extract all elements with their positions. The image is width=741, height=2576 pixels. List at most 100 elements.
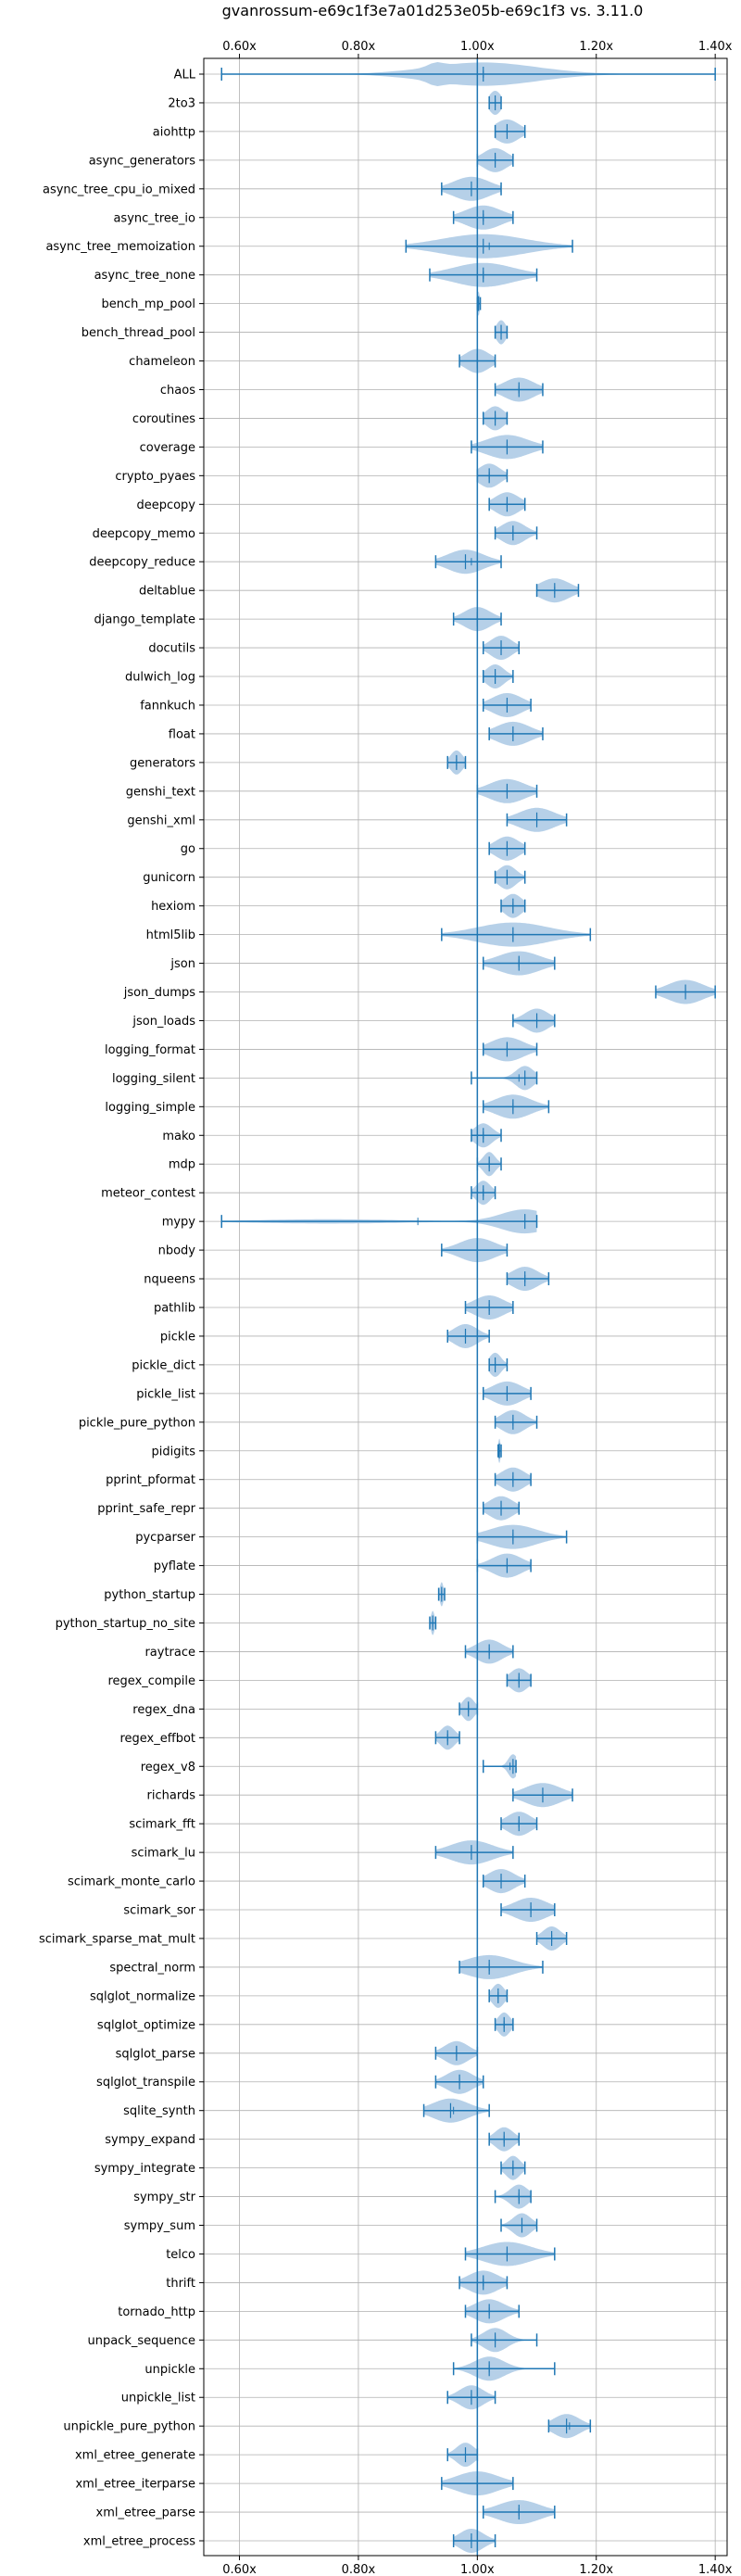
category-label: float	[169, 727, 195, 741]
violin-aiohttp	[494, 119, 526, 144]
category-label: sqlglot_parse	[116, 2047, 195, 2061]
category-label: meteor_contest	[101, 1187, 195, 1201]
category-label: scimark_monte_carlo	[68, 1875, 195, 1889]
violin-regex_compile	[506, 1668, 532, 1693]
category-label: pickle	[160, 1330, 195, 1344]
violin-logging_silent	[471, 1066, 538, 1091]
violin-unpickle_pure_python	[547, 2414, 592, 2439]
violin-sympy_integrate	[500, 2155, 526, 2180]
violin-bench_thread_pool	[494, 320, 509, 345]
violin-pyflate	[476, 1553, 532, 1578]
tick-label-bottom: 1.20x	[579, 2563, 613, 2576]
violin-pprint_safe_repr	[483, 1496, 521, 1521]
category-label: pprint_safe_repr	[97, 1502, 195, 1516]
tick-label-top: 0.80x	[342, 40, 376, 54]
violin-2to3	[488, 91, 502, 115]
category-label: regex_v8	[141, 1761, 195, 1774]
category-label: xml_etree_process	[83, 2535, 195, 2549]
category-label: telco	[166, 2248, 195, 2262]
category-label: fannkuch	[140, 699, 195, 713]
category-label: json	[170, 957, 195, 971]
violin-pathlib	[464, 1295, 514, 1320]
violin-go	[488, 836, 526, 861]
violin-sqlglot_transpile	[434, 2069, 484, 2094]
category-label: spectral_norm	[109, 1961, 195, 1975]
violin-sympy_expand	[488, 2127, 521, 2152]
category-label: scimark_fft	[129, 1818, 195, 1832]
category-label: unpickle_pure_python	[63, 2420, 195, 2434]
category-label: async_tree_io	[113, 211, 195, 225]
category-label: nqueens	[144, 1273, 195, 1287]
violin-unpack_sequence	[471, 2328, 538, 2353]
category-label: pickle_dict	[132, 1358, 195, 1372]
violins	[220, 62, 716, 2553]
category-label: aiohttp	[153, 125, 195, 139]
category-label: ALL	[174, 69, 196, 82]
category-label: html5lib	[146, 928, 195, 942]
category-label: logging_format	[105, 1043, 195, 1057]
category-label: sympy_str	[133, 2191, 195, 2204]
violin-xml_etree_process	[452, 2529, 496, 2553]
violin-pickle_pure_python	[494, 1409, 538, 1434]
violin-regex_dna	[458, 1697, 479, 1722]
violin-python_startup_no_site	[429, 1610, 437, 1635]
category-label: xml_etree_iterparse	[75, 2478, 195, 2492]
category-label: deepcopy	[136, 499, 195, 512]
category-label: deltablue	[139, 585, 195, 599]
category-label: gunicorn	[143, 871, 195, 885]
category-label: mdp	[169, 1158, 195, 1172]
violin-pickle_dict	[488, 1352, 509, 1377]
category-label: unpack_sequence	[87, 2334, 195, 2348]
category-label: bench_thread_pool	[82, 326, 195, 340]
category-label: dulwich_log	[125, 671, 195, 685]
category-label: logging_silent	[112, 1072, 195, 1086]
violin-scimark_sparse_mat_mult	[535, 1926, 568, 1951]
violin-sympy_str	[494, 2184, 532, 2209]
category-label: genshi_xml	[127, 814, 195, 827]
category-label: xml_etree_generate	[75, 2449, 195, 2463]
category-label: nbody	[158, 1244, 196, 1258]
violin-coverage	[471, 435, 544, 460]
category-label: sympy_sum	[124, 2219, 195, 2233]
category-label: unpickle_list	[121, 2392, 195, 2406]
category-label: scimark_sor	[123, 1904, 195, 1918]
category-label: sqlglot_transpile	[96, 2076, 195, 2090]
violin-telco	[464, 2241, 556, 2267]
violin-json	[483, 951, 556, 976]
category-label: hexiom	[151, 900, 195, 914]
tick-label-bottom: 1.00x	[460, 2563, 495, 2576]
tick-label-top: 1.40x	[698, 40, 733, 54]
violin-json_loads	[512, 1008, 556, 1033]
violin-python_startup	[437, 1582, 446, 1607]
violin-scimark_lu	[434, 1840, 514, 1865]
violin-pidigits	[497, 1438, 502, 1463]
category-label: pathlib	[154, 1302, 195, 1316]
violin-deepcopy_reduce	[434, 549, 502, 575]
violin-scimark_monte_carlo	[483, 1869, 526, 1894]
chart-title: gvanrossum-e69c1f3e7a01d253e05b-e69c1f3 …	[222, 2, 644, 19]
violin-sqlglot_optimize	[494, 2012, 514, 2037]
violin-ALL	[220, 62, 716, 86]
violin-pickle_list	[483, 1381, 532, 1406]
violin-richards	[512, 1783, 573, 1808]
category-label: sqlglot_normalize	[90, 1989, 195, 2003]
violin-logging_simple	[483, 1094, 550, 1119]
category-label: sympy_integrate	[94, 2162, 195, 2176]
category-label: python_startup_no_site	[56, 1617, 195, 1631]
category-label: async_generators	[89, 154, 196, 168]
violin-coroutines	[483, 406, 509, 431]
violin-mypy	[220, 1209, 538, 1234]
category-label: unpickle	[144, 2363, 195, 2377]
category-label: pyflate	[154, 1559, 195, 1573]
violin-spectral_norm	[458, 1954, 544, 1979]
violin-deepcopy_memo	[494, 521, 538, 546]
violin-genshi_text	[476, 778, 538, 803]
category-label: coverage	[140, 441, 195, 455]
category-label: bench_mp_pool	[101, 297, 195, 311]
category-label: scimark_lu	[132, 1847, 195, 1861]
category-label: regex_effbot	[119, 1732, 195, 1746]
violin-deltablue	[535, 578, 580, 603]
category-label: sympy_expand	[105, 2133, 195, 2147]
violin-logging_format	[483, 1037, 538, 1062]
